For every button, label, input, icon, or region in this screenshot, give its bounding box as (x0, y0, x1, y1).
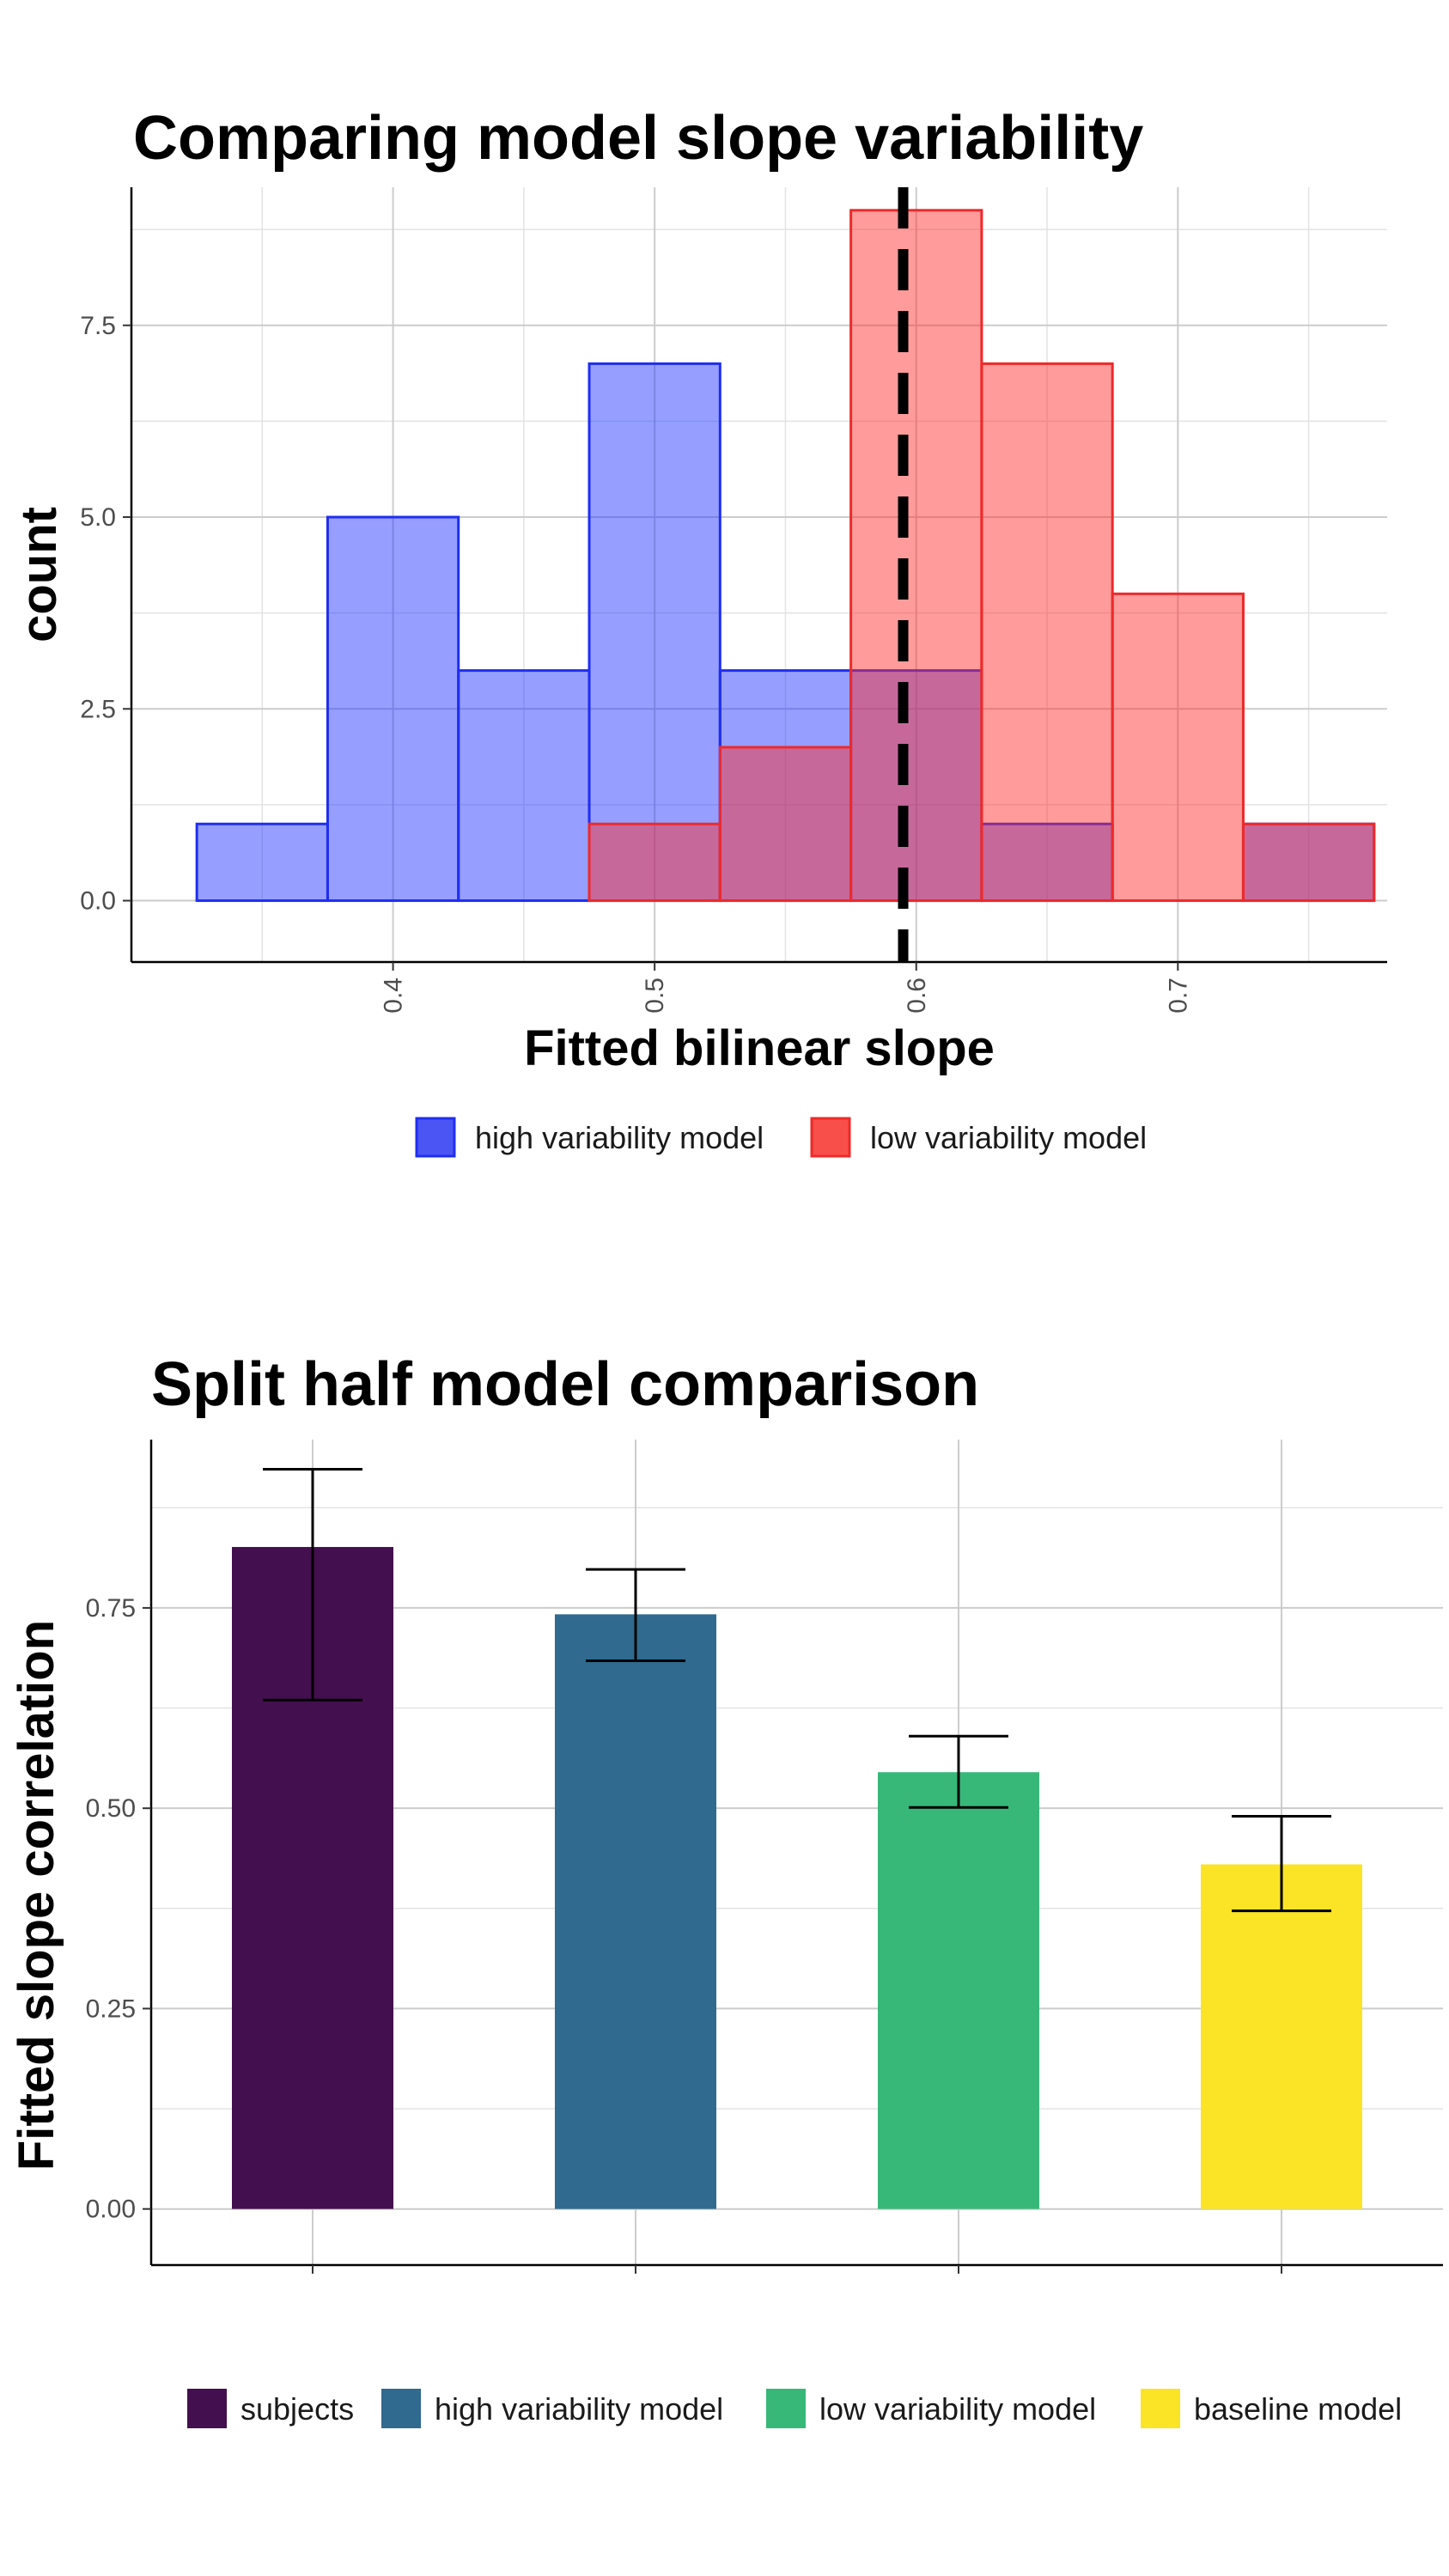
legend-key-2 (766, 2389, 806, 2428)
histogram-bar-low-variability (1241, 822, 1376, 903)
x-tick-label: 0.5 (641, 977, 669, 1014)
bar-chart: Split half model comparison 0.00 0.25 0.50 0… (9, 1350, 1443, 2428)
histogram-bar-high-variability (457, 669, 591, 903)
legend-key-0 (187, 2389, 227, 2428)
chart-title: Split half model comparison (151, 1350, 979, 1419)
legend-label: low variability model (819, 2391, 1096, 2427)
legend-label: high variability model (435, 2391, 723, 2427)
x-tick-label: 0.6 (903, 977, 931, 1014)
bar-3 (1201, 1864, 1362, 2209)
y-tick-label: 5.0 (80, 503, 116, 532)
histogram-bar-low-variability (718, 746, 853, 903)
bar-1 (555, 1614, 716, 2209)
x-tick-label: 0.7 (1164, 977, 1192, 1014)
legend-key-1 (381, 2389, 421, 2428)
legend-label: low variability model (870, 1120, 1147, 1155)
histogram-bar-low-variability (588, 822, 721, 903)
y-tick-label: 2.5 (80, 695, 116, 723)
histogram-bar-high-variability (195, 822, 329, 903)
y-tick-label: 0.25 (86, 1994, 136, 2023)
histogram-bar-high-variability (326, 515, 460, 903)
y-tick-label: 7.5 (80, 312, 116, 340)
histogram-chart: Comparing model slope variability 0.0 2.5 5… (11, 104, 1387, 1158)
bar-2 (878, 1772, 1039, 2209)
y-tick-label: 0.0 (80, 887, 116, 916)
histogram-bar-low-variability (980, 362, 1114, 903)
x-tick-label: 0.4 (380, 977, 408, 1014)
legend-key-3 (1141, 2389, 1180, 2428)
y-tick-label: 0.50 (86, 1794, 136, 1823)
histogram-bar-low-variability (1111, 592, 1245, 903)
legend-label: baseline model (1194, 2391, 1402, 2427)
histogram-bar-low-variability (849, 209, 983, 903)
chart-title: Comparing model slope variability (133, 104, 1143, 173)
legend-label: subjects (240, 2391, 354, 2427)
legend-label: high variability model (475, 1120, 764, 1155)
y-axis-title: count (11, 507, 67, 642)
legend-key-high-variability (415, 1117, 456, 1158)
histogram-bar-high-variability (588, 362, 721, 903)
x-axis-title: Fitted bilinear slope (524, 1020, 995, 1076)
legend-key-low-variability (810, 1117, 851, 1158)
y-tick-label: 0.75 (86, 1594, 136, 1623)
y-axis-title: Fitted slope correlation (9, 1620, 64, 2171)
y-tick-label: 0.00 (86, 2195, 136, 2224)
